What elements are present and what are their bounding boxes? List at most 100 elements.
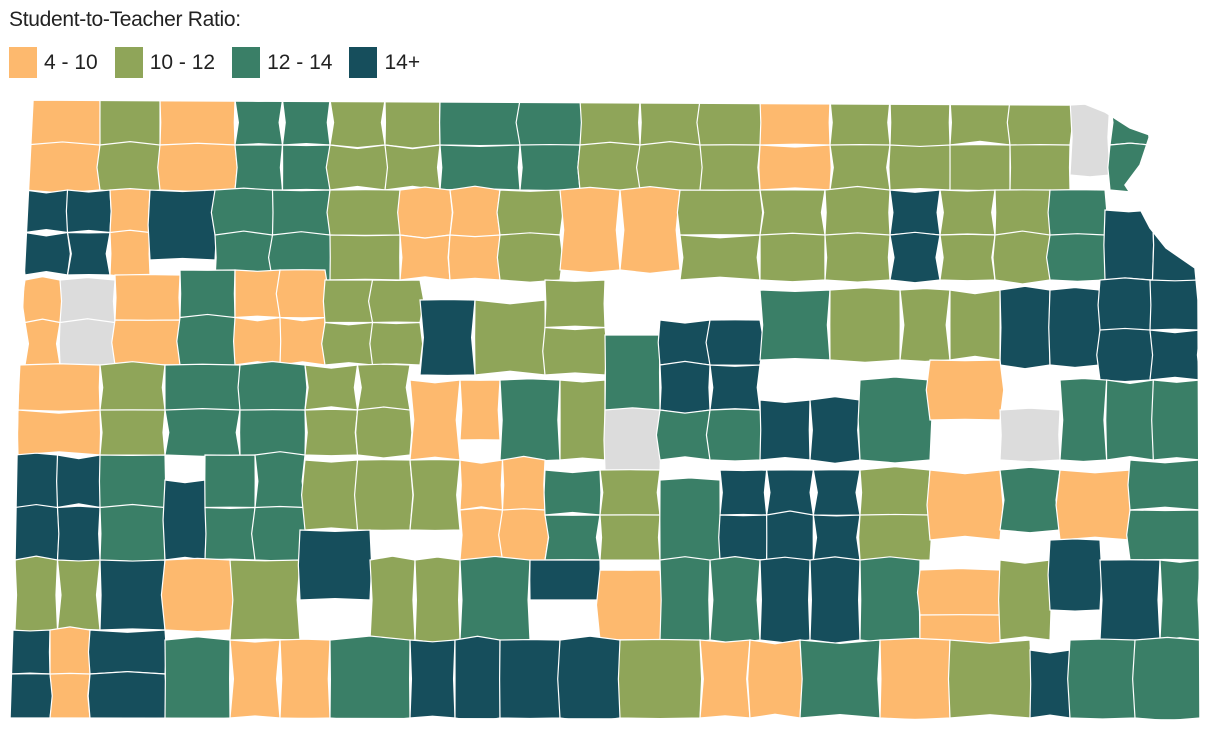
school-district [147,189,218,261]
school-district [1048,286,1102,369]
school-district [679,234,761,281]
school-district [1045,233,1110,282]
school-district [399,234,451,281]
school-district [759,399,811,461]
school-district [111,319,184,366]
school-district [304,364,359,411]
school-district [994,189,1051,236]
school-district [409,458,461,532]
school-district [65,189,112,234]
school-district [699,144,761,191]
school-district [829,286,901,364]
school-district [329,100,386,149]
legend-swatch-10-12 [114,47,143,78]
school-district [13,452,59,510]
school-district [496,189,564,236]
school-district [496,232,564,283]
school-district [655,409,715,461]
school-district [414,556,461,644]
school-district [24,141,101,194]
school-district [498,508,550,562]
school-district [1069,100,1111,178]
school-district [24,318,61,369]
school-district [23,100,102,146]
school-district [109,229,151,278]
school-district [21,276,64,327]
school-district [999,285,1051,370]
school-district [1047,189,1108,236]
school-district [419,298,476,377]
school-district [859,466,931,519]
school-district [176,313,239,369]
legend-label: 12 - 14 [267,50,333,74]
school-district [759,100,831,146]
legend-swatch-4-10 [9,47,37,78]
school-district [759,556,811,644]
district-layer [10,100,1200,720]
school-district [812,514,861,561]
school-district [1109,100,1151,146]
school-district [859,556,921,644]
legend-item-10-12: 10 - 12 [114,47,215,78]
school-district [459,379,501,441]
school-district [56,559,101,631]
school-district [66,231,111,276]
school-district [824,185,891,240]
school-district [279,316,326,366]
school-district [599,514,661,561]
school-district [719,469,768,516]
school-district [164,408,241,457]
school-district [325,144,390,191]
school-district [58,318,117,370]
school-district [889,189,941,236]
school-district [204,454,256,509]
school-district [758,144,832,191]
school-district [599,469,661,516]
school-district [459,555,531,645]
school-district [301,459,362,531]
school-district [559,379,606,461]
school-district [99,559,166,631]
school-district [114,273,181,322]
school-district [617,638,703,720]
school-district [696,100,764,148]
school-district [87,671,168,720]
school-district [949,289,1001,361]
school-district [659,360,711,415]
school-district [916,567,1004,618]
school-district [59,276,116,326]
school-district [164,363,241,412]
school-district [879,637,951,720]
school-district [595,569,665,641]
school-district [659,477,721,563]
school-district [809,396,861,464]
school-district [1127,459,1200,511]
school-district [889,231,941,284]
school-district [1047,538,1103,612]
school-district [409,379,461,461]
school-district [1029,649,1071,719]
school-district [49,626,91,678]
school-district [179,269,236,319]
school-district [14,555,59,635]
school-district [1149,329,1200,381]
school-district [304,408,359,457]
school-district [409,639,456,719]
school-district [329,234,401,281]
school-district [234,269,281,319]
school-district [473,299,547,376]
school-district [16,409,102,456]
school-district [329,635,411,720]
school-district [992,230,1053,285]
school-district [899,287,951,363]
school-district [281,100,331,146]
school-district [1006,100,1074,147]
legend-label: 4 - 10 [44,50,98,74]
school-district [234,144,284,191]
school-district [812,469,861,516]
school-district [515,100,585,149]
school-district [369,555,416,645]
school-district [271,189,331,236]
school-district [947,639,1033,719]
school-district [49,672,91,720]
